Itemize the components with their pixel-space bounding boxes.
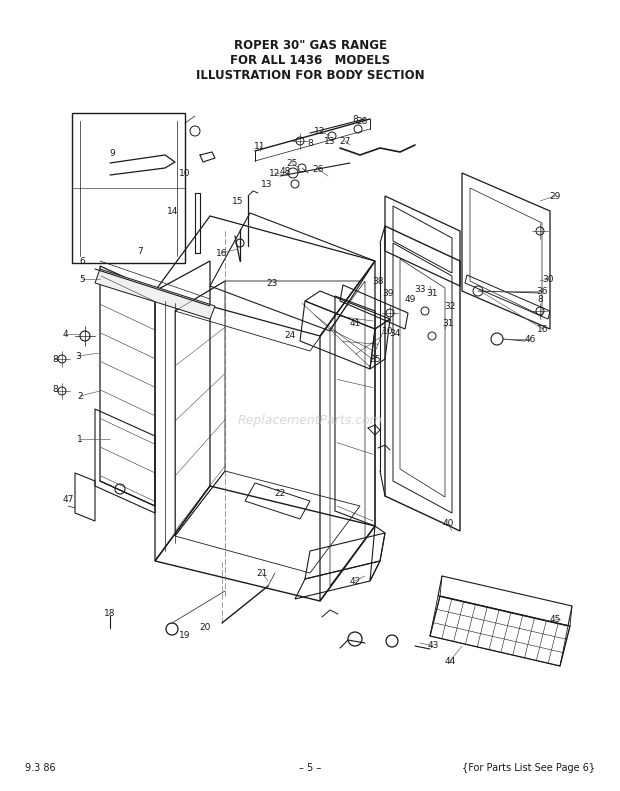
Text: 13: 13: [261, 180, 273, 188]
Text: 19: 19: [179, 631, 191, 641]
Text: 10: 10: [179, 168, 191, 177]
Text: ReplacementParts.com: ReplacementParts.com: [237, 414, 383, 426]
Text: 8: 8: [307, 138, 313, 147]
Text: 22: 22: [275, 489, 286, 498]
Text: 36: 36: [536, 286, 547, 296]
Text: 3: 3: [75, 351, 81, 361]
Text: 8: 8: [52, 354, 58, 364]
Text: 46: 46: [525, 335, 536, 343]
Text: 35: 35: [370, 354, 381, 364]
Circle shape: [80, 331, 90, 341]
Text: 13: 13: [324, 137, 336, 146]
Text: FOR ALL 1436   MODELS: FOR ALL 1436 MODELS: [230, 54, 390, 66]
Text: ROPER 30" GAS RANGE: ROPER 30" GAS RANGE: [234, 39, 386, 51]
Text: ILLUSTRATION FOR BODY SECTION: ILLUSTRATION FOR BODY SECTION: [196, 69, 424, 81]
Text: 34: 34: [389, 328, 401, 338]
Text: 44: 44: [445, 657, 456, 665]
Text: 42: 42: [350, 577, 361, 585]
Text: {For Parts List See Page 6}: {For Parts List See Page 6}: [462, 763, 595, 773]
Text: 31: 31: [427, 289, 438, 297]
Text: 38: 38: [372, 277, 384, 286]
Text: 39: 39: [383, 289, 394, 297]
Text: 23: 23: [267, 278, 278, 287]
Text: 28: 28: [356, 116, 368, 126]
Text: 5: 5: [79, 274, 85, 283]
Text: 20: 20: [199, 623, 211, 633]
Text: 45: 45: [549, 615, 560, 623]
Text: 8: 8: [537, 294, 543, 304]
Text: 2: 2: [77, 392, 83, 400]
Text: – 5 –: – 5 –: [299, 763, 321, 773]
Text: 49: 49: [404, 294, 415, 304]
Text: 16: 16: [538, 324, 549, 334]
Text: 15: 15: [232, 196, 244, 206]
Text: 14: 14: [167, 206, 179, 215]
Text: 8: 8: [52, 384, 58, 393]
Text: 8: 8: [352, 115, 358, 123]
Text: 29: 29: [549, 191, 560, 200]
Text: 32: 32: [445, 301, 456, 311]
Text: 43: 43: [427, 642, 439, 650]
Text: 24: 24: [285, 331, 296, 339]
Text: 48: 48: [280, 166, 291, 176]
Text: 33: 33: [414, 285, 426, 293]
Text: 47: 47: [63, 494, 74, 504]
Text: 4: 4: [62, 330, 68, 339]
Text: 7: 7: [137, 247, 143, 255]
Text: 26: 26: [312, 165, 324, 173]
Text: 21: 21: [256, 569, 268, 577]
Text: 16: 16: [216, 248, 228, 258]
Text: 1: 1: [77, 434, 83, 444]
Text: 27: 27: [339, 137, 351, 146]
Text: 30: 30: [542, 274, 554, 283]
Text: 12: 12: [269, 168, 281, 177]
Text: 12: 12: [314, 127, 326, 135]
Polygon shape: [95, 269, 215, 319]
Text: 9.3 86: 9.3 86: [25, 763, 56, 773]
Text: 18: 18: [104, 608, 116, 618]
Text: 6: 6: [79, 256, 85, 266]
Text: 31: 31: [442, 319, 454, 327]
Text: 40: 40: [442, 520, 454, 528]
Text: 10: 10: [383, 327, 394, 335]
Text: 9: 9: [109, 149, 115, 157]
Text: 25: 25: [286, 158, 298, 168]
Text: 11: 11: [254, 142, 266, 150]
Text: 41: 41: [349, 319, 361, 327]
